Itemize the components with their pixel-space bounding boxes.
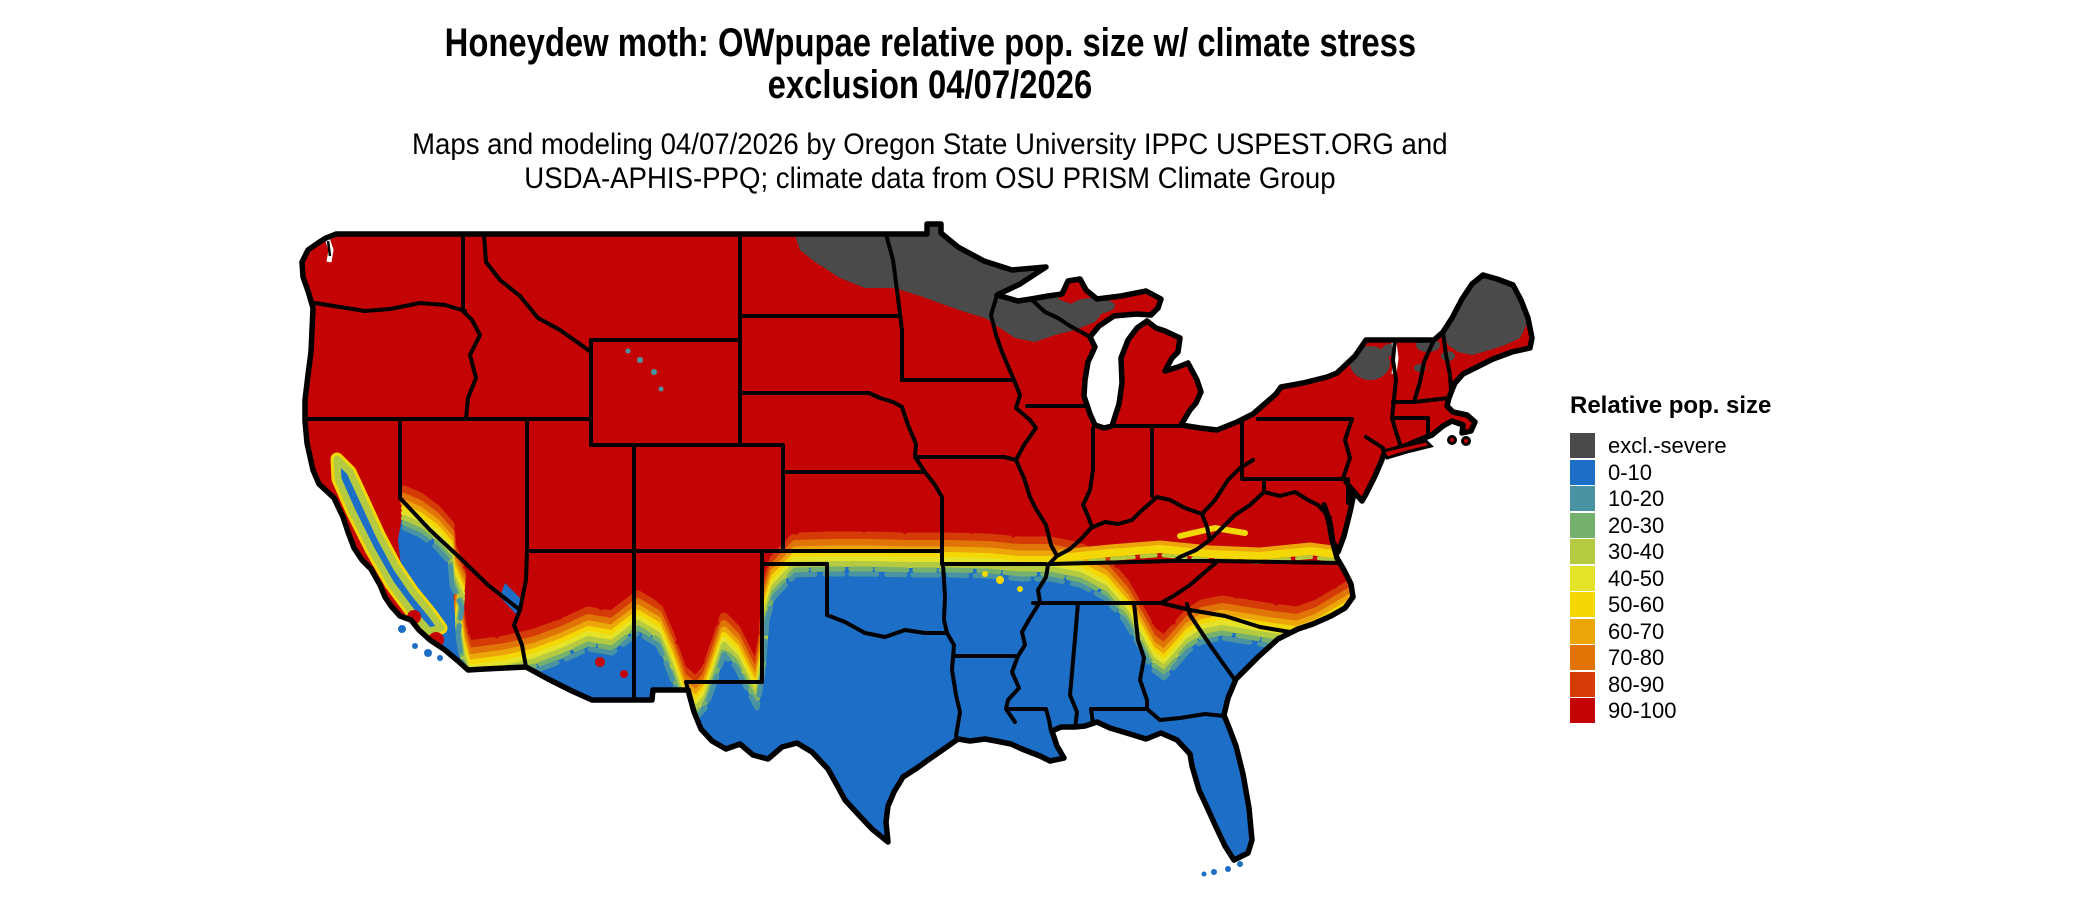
legend-row: 80-90	[1570, 671, 1870, 697]
legend-label: 30-40	[1608, 539, 1665, 564]
map-container	[298, 220, 1540, 892]
legend-title: Relative pop. size	[1570, 392, 1772, 419]
legend-row: 90-100	[1570, 698, 1870, 723]
legend-swatch	[1570, 671, 1595, 697]
subtitle-line2: USDA-APHIS-PPQ; climate data from OSU PR…	[524, 162, 1336, 195]
florida-keys	[1201, 861, 1243, 877]
legend-row: 60-70	[1570, 618, 1870, 644]
wyoming-mountain-specks	[625, 348, 664, 392]
region-excluded-maine	[1443, 276, 1528, 355]
legend-swatch	[1570, 618, 1595, 644]
us-map	[298, 220, 1540, 877]
legend-swatch	[1570, 459, 1595, 485]
channel-islands	[398, 625, 443, 661]
legend-swatch	[1570, 592, 1595, 617]
legend-swatch	[1570, 565, 1595, 591]
legend-swatch	[1570, 486, 1595, 511]
wv-band	[1177, 524, 1248, 539]
long-island	[1380, 435, 1471, 460]
legend-label: 10-20	[1608, 486, 1665, 511]
region-excluded-adirondacks	[1350, 346, 1390, 380]
legend-label: 90-100	[1608, 698, 1677, 723]
isle-royale	[1050, 258, 1074, 268]
legend-label: 80-90	[1608, 671, 1665, 697]
legend-label: 50-60	[1608, 592, 1665, 617]
subtitle: Maps and modeling 04/07/2026 by Oregon S…	[0, 128, 1860, 196]
legend-swatch	[1570, 645, 1595, 670]
legend-row: 40-50	[1570, 565, 1870, 591]
region-california-valley	[333, 455, 445, 635]
header: Honeydew moth: OWpupae relative pop. siz…	[0, 22, 1860, 196]
legend-row: 50-60	[1570, 592, 1870, 617]
legend-label: 40-50	[1608, 565, 1665, 591]
legend-row: 70-80	[1570, 645, 1870, 670]
legend-label: 20-30	[1608, 512, 1665, 538]
ozark-patches	[982, 571, 1023, 592]
legend-label: 0-10	[1608, 459, 1653, 485]
legend-row: 30-40	[1570, 539, 1870, 564]
legend-label: excl.-severe	[1608, 433, 1727, 458]
legend-items: excl.-severe 0-10 10-20 20-30 30-40 40-50 50-6…	[1570, 433, 1870, 723]
legend-row: excl.-severe	[1570, 433, 1870, 458]
legend-swatch	[1570, 698, 1595, 723]
nantucket	[1461, 436, 1471, 446]
legend-row: 10-20	[1570, 486, 1870, 511]
region-excluded-north	[795, 224, 1105, 342]
marthas-vineyard	[1447, 435, 1457, 445]
legend-swatch	[1570, 539, 1595, 564]
legend-label: 60-70	[1608, 618, 1665, 644]
region-excluded-upper-michigan	[1071, 298, 1115, 314]
legend: Relative pop. size excl.-severe 0-10 10-20…	[1570, 392, 1870, 725]
legend-swatch	[1570, 433, 1595, 458]
legend-row: 0-10	[1570, 459, 1870, 485]
page-title-line1: Honeydew moth: OWpupae relative pop. siz…	[444, 21, 1416, 65]
puget-sound-shore	[326, 240, 332, 257]
subtitle-line1: Maps and modeling 04/07/2026 by Oregon S…	[412, 128, 1448, 161]
legend-label: 70-80	[1608, 645, 1665, 670]
legend-swatch	[1570, 512, 1595, 538]
state-borders	[303, 232, 1453, 738]
legend-row: 20-30	[1570, 512, 1870, 538]
arizona-sky-island-patches	[595, 657, 628, 678]
page-title-line2: exclusion 04/07/2026	[767, 63, 1093, 107]
